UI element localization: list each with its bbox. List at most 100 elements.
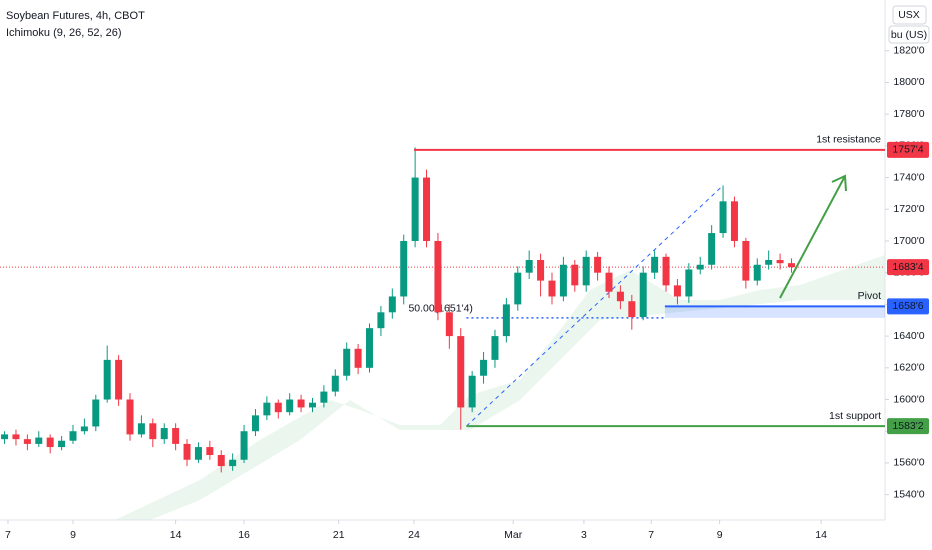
candle-body — [685, 269, 693, 297]
candle-body — [742, 240, 750, 281]
candle-body — [23, 439, 31, 444]
candle-body — [708, 233, 716, 265]
y-tick-label: 1640'0 — [893, 330, 924, 342]
unit-box[interactable] — [888, 25, 930, 44]
candle-body — [388, 296, 396, 313]
candle-body — [354, 348, 362, 368]
candle-body — [217, 455, 225, 467]
candle-body — [605, 272, 613, 292]
y-tick-label: 1600'0 — [893, 393, 924, 405]
candle-body — [115, 359, 123, 400]
y-tick-label: 1540'0 — [893, 488, 924, 500]
candle-body — [662, 256, 670, 286]
candle-body — [58, 440, 66, 448]
candle-body — [103, 359, 111, 400]
chart-title: Soybean Futures, 4h, CBOT — [6, 10, 145, 22]
x-tick-label: 3 — [581, 529, 587, 541]
y-tick-label: 1720'0 — [893, 203, 924, 215]
level-name: Pivot — [858, 290, 881, 302]
candle-body — [525, 260, 533, 273]
candle-body — [274, 402, 282, 413]
candle-body — [92, 399, 100, 427]
x-tick-label: 14 — [815, 529, 827, 541]
candle-body — [206, 447, 214, 455]
level-name: 1st resistance — [816, 134, 881, 146]
candle-body — [491, 336, 499, 360]
unit[interactable]: bu (US) — [891, 29, 927, 41]
candle-body — [126, 399, 134, 435]
price-tag — [887, 298, 929, 315]
candle-body — [12, 434, 20, 440]
candle-body — [400, 240, 408, 297]
price-tag-label: 1658'6 — [892, 300, 923, 312]
candle-body — [765, 260, 773, 265]
candle-body — [137, 423, 145, 435]
candle-body — [172, 428, 180, 444]
price-tag — [887, 141, 929, 158]
x-tick-label: 9 — [70, 529, 76, 541]
price-tag-label: 1683'4 — [892, 261, 923, 273]
candle-body — [46, 437, 54, 448]
x-tick-label: 7 — [648, 529, 654, 541]
candle-body — [445, 312, 453, 337]
x-tick-label: 9 — [717, 529, 723, 541]
x-tick-label: 7 — [5, 529, 11, 541]
candle-body — [251, 415, 259, 432]
y-tick-label: 1700'0 — [893, 235, 924, 247]
candle-body — [366, 328, 374, 368]
x-tick-label: Mar — [504, 529, 523, 541]
candle-body — [787, 263, 795, 268]
candle-body — [628, 301, 636, 318]
y-tick-label: 1560'0 — [893, 457, 924, 469]
candle-body — [457, 336, 465, 408]
candle-body — [423, 177, 431, 241]
candle-body — [753, 264, 761, 281]
candle-body — [377, 312, 385, 329]
trend-line — [466, 185, 724, 427]
candle-body — [434, 240, 442, 313]
candle-body — [149, 423, 157, 440]
forecast-arrow — [779, 174, 847, 299]
level-name: 1st support — [829, 410, 881, 422]
candle-body — [559, 264, 567, 297]
candle-body — [468, 375, 476, 408]
candle-body — [776, 260, 784, 264]
candle-body — [616, 291, 624, 302]
candle-body — [343, 348, 351, 376]
candle-body — [308, 402, 316, 408]
candle-body — [229, 459, 237, 467]
price-tag — [887, 259, 929, 276]
price-tag-label: 1583'2 — [892, 420, 923, 432]
x-tick-label: 24 — [408, 529, 420, 541]
x-tick-label: 16 — [238, 529, 250, 541]
candle-body — [240, 431, 248, 460]
candle-body — [411, 177, 419, 241]
x-tick-label: 14 — [170, 529, 182, 541]
candle-body — [35, 437, 43, 444]
candle-body — [480, 359, 488, 376]
candle-body — [286, 399, 294, 413]
candle-body — [1, 434, 9, 440]
currency-box[interactable] — [892, 5, 927, 25]
x-tick-label: 21 — [333, 529, 345, 541]
indicator-label: Ichimoku (9, 26, 52, 26) — [6, 27, 122, 39]
candle-body — [639, 272, 647, 318]
candle-body — [651, 256, 659, 273]
candle-body — [183, 443, 191, 460]
y-tick-label: 1740'0 — [893, 171, 924, 183]
candle-body — [297, 399, 305, 408]
candle-body — [594, 256, 602, 273]
candle-body — [514, 272, 522, 305]
candle-body — [582, 256, 590, 286]
currency[interactable]: USX — [898, 9, 920, 21]
candle-body — [160, 428, 168, 440]
price-tag — [887, 418, 929, 435]
candle-body — [194, 447, 202, 460]
ichimoku-cloud — [115, 255, 885, 520]
candle-body — [69, 431, 77, 441]
candle-body — [537, 260, 545, 281]
candle-body — [263, 402, 271, 416]
pivot-zone — [664, 306, 885, 318]
